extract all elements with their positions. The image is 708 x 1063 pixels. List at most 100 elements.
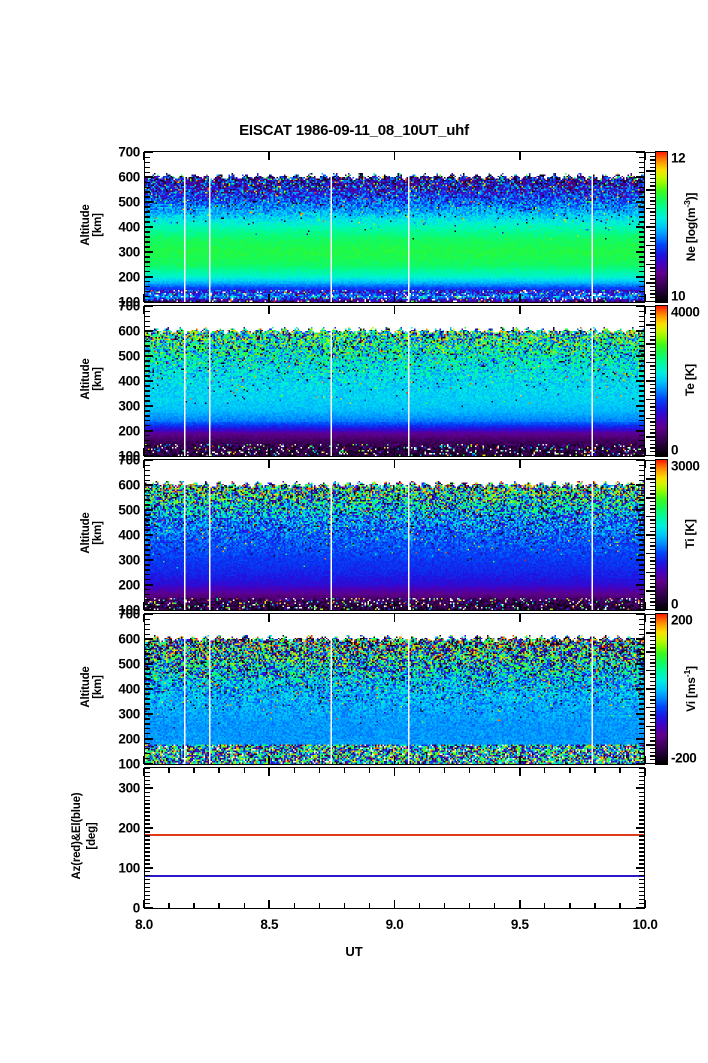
colorbar-tick [650, 309, 655, 311]
x-tick-major [644, 152, 646, 161]
y-tick-minor [639, 261, 644, 263]
y-tick-minor [639, 216, 644, 218]
x-tick-minor [569, 768, 571, 773]
colorbar-tick [646, 725, 655, 728]
colorbar-tick [650, 185, 655, 187]
colorbar-tick [650, 621, 655, 623]
y-tick-label: 700 [118, 144, 140, 160]
colorbar-title-ne: Ne [log(m-3)] [682, 192, 698, 262]
colorbar-tick [650, 215, 655, 217]
y-tick-minor [639, 623, 644, 626]
y-tick-minor [639, 569, 644, 571]
y-tick-minor [639, 574, 644, 576]
y-axis-unit-km: [km] [92, 367, 104, 391]
colorbar-ticks [645, 459, 655, 611]
colorbar-tick [646, 688, 655, 690]
colorbar-title-ti: Ti [K] [683, 519, 697, 549]
y-tick-major [635, 608, 644, 611]
y-tick-minor [145, 231, 150, 233]
y-tick-minor [145, 693, 150, 695]
x-tick-major [644, 768, 646, 777]
colorbar-tick [650, 233, 655, 236]
colorbar-tick [650, 230, 655, 232]
x-tick-minor [594, 768, 596, 773]
y-tick-major [145, 330, 154, 333]
y-tick-minor [639, 464, 644, 467]
y-tick-minor [639, 156, 644, 159]
x-tick-label: 8.5 [260, 917, 279, 932]
colorbar-tick [646, 613, 655, 616]
y-tick-minor [639, 469, 644, 472]
colorbar-tick [650, 545, 655, 547]
y-tick-minor [145, 325, 150, 327]
y-tick-minor [145, 593, 150, 596]
colorbar-tick [650, 747, 655, 750]
y-tick-minor [639, 385, 644, 387]
colorbar-tick [650, 248, 655, 250]
y-tick-minor [639, 799, 644, 801]
y-tick-minor [145, 871, 150, 873]
x-tick-major [268, 447, 271, 456]
x-tick-major [644, 755, 646, 764]
colorbar-tick [650, 285, 655, 288]
x-tick-major [393, 899, 396, 908]
y-tick-minor [145, 544, 150, 546]
x-tick-major [518, 306, 521, 315]
y-tick-minor [145, 807, 150, 809]
colorbar-tick [650, 560, 655, 562]
y-tick-major [145, 583, 154, 586]
y-tick-major [145, 762, 154, 765]
y-tick-minor [145, 643, 150, 645]
y-tick-minor [145, 855, 150, 857]
y-tick-minor [145, 628, 150, 630]
y-tick-minor [639, 752, 644, 755]
x-tick-major [644, 601, 646, 610]
y-tick-minor [639, 519, 644, 521]
colorbar-tick [650, 391, 655, 393]
x-tick-major [393, 755, 396, 764]
y-tick-minor [145, 698, 150, 700]
y-tick-label: 500 [118, 194, 140, 210]
colorbar-tick [650, 759, 655, 761]
colorbar-tick [650, 413, 655, 416]
y-axis-unit-deg: [deg] [86, 822, 98, 850]
el-line [145, 875, 644, 878]
y-tick-minor [145, 554, 150, 556]
y-tick-major [145, 613, 154, 616]
colorbar-tick [650, 740, 655, 742]
y-tick-minor [145, 350, 150, 352]
y-tick-minor [639, 241, 644, 243]
colorbar-tick [650, 721, 655, 724]
y-tick-minor [145, 539, 150, 541]
y-tick-major [635, 429, 644, 432]
y-tick-minor [145, 648, 150, 650]
y-tick-minor [639, 593, 644, 596]
y-tick-minor [639, 747, 644, 750]
x-tick-minor [468, 768, 471, 773]
y-tick-minor [639, 281, 644, 283]
y-tick-minor [145, 469, 150, 472]
x-tick-major [143, 601, 145, 610]
y-tick-minor [145, 375, 150, 377]
y-tick-minor [145, 206, 150, 208]
colorbar-tick [650, 523, 655, 525]
y-tick-minor [639, 256, 644, 258]
y-tick-minor [145, 831, 150, 833]
x-tick-major [268, 601, 271, 610]
x-tick-major [268, 755, 271, 764]
y-tick-minor [639, 819, 644, 821]
y-tick-major [635, 638, 644, 641]
y-tick-minor [145, 819, 150, 821]
colorbar-min-label: -200 [671, 750, 697, 766]
colorbar-max-label: 3000 [671, 458, 700, 474]
colorbar-tick [650, 331, 655, 334]
y-tick-minor [145, 186, 150, 188]
x-tick-minor [168, 768, 170, 773]
y-tick-label: 100 [118, 448, 140, 464]
y-tick-major [145, 251, 154, 253]
y-axis-title-altitude: Altitude [80, 512, 92, 554]
colorbar-tick [646, 497, 655, 499]
colorbar-tick [650, 200, 655, 202]
y-tick-minor [145, 863, 150, 865]
y-tick-minor [639, 771, 644, 774]
